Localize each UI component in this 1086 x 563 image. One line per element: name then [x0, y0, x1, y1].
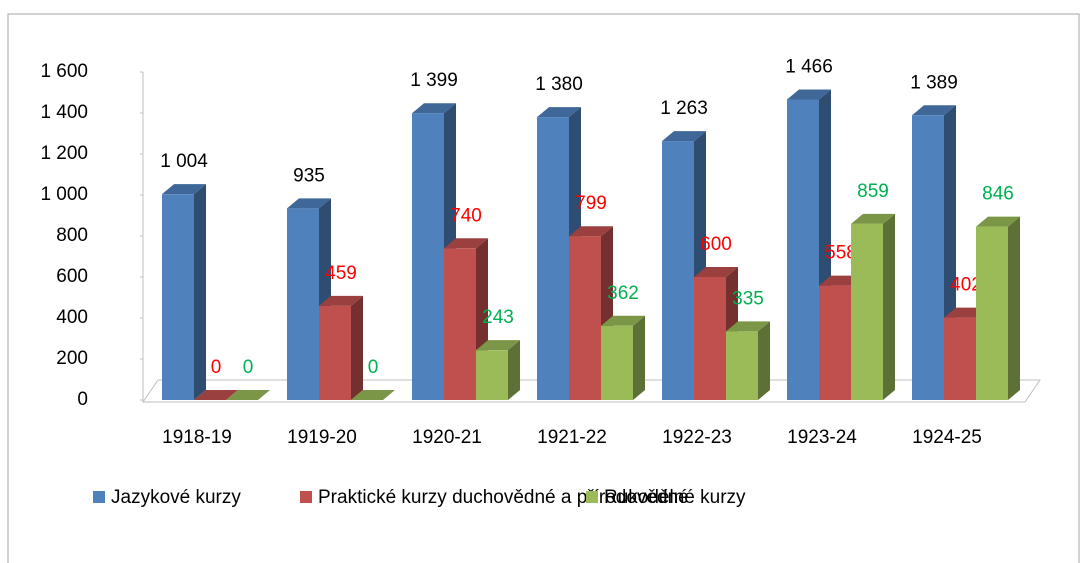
bar — [537, 117, 569, 400]
bar — [694, 277, 726, 400]
x-tick-label: 1918-19 — [162, 427, 232, 448]
bar — [601, 325, 633, 400]
bar-top — [287, 198, 331, 209]
value-label: 1 380 — [535, 74, 583, 95]
y-tick-label: 200 — [56, 348, 88, 369]
value-label: 600 — [700, 234, 732, 255]
legend-swatch — [586, 491, 598, 503]
bar-top — [662, 131, 706, 142]
y-tick-label: 600 — [56, 266, 88, 287]
bar-top — [976, 216, 1020, 227]
x-tick-label: 1920-21 — [412, 427, 482, 448]
value-label: 859 — [857, 181, 889, 202]
bar-top — [537, 107, 581, 118]
y-tick-label: 1 000 — [40, 184, 88, 205]
legend-swatch — [300, 491, 312, 503]
bar-top — [319, 295, 363, 306]
y-tick-label: 0 — [77, 389, 88, 410]
value-label: 558 — [825, 243, 857, 264]
bar — [287, 208, 319, 400]
bar-top — [476, 340, 520, 351]
x-tick-label: 1922-23 — [662, 427, 732, 448]
bar-side — [194, 184, 206, 400]
bar — [412, 113, 444, 400]
value-label: 1 466 — [785, 56, 833, 77]
value-label: 459 — [325, 263, 357, 284]
value-label: 335 — [732, 288, 764, 309]
bar-top — [787, 89, 831, 100]
legend-label: Jazykové kurzy — [111, 487, 241, 508]
value-label: 799 — [575, 193, 607, 214]
x-tick-label: 1921-22 — [537, 427, 607, 448]
y-tick-label: 1 600 — [40, 61, 88, 82]
bar-top — [694, 267, 738, 277]
bar-top — [226, 390, 270, 400]
bar — [476, 350, 508, 400]
bar-top — [412, 103, 456, 114]
bar — [819, 285, 851, 400]
bar — [912, 115, 944, 400]
bar-top — [162, 184, 206, 195]
bar-top — [444, 238, 488, 249]
value-label: 846 — [982, 184, 1014, 205]
value-label: 740 — [450, 205, 482, 226]
bar-top — [569, 226, 613, 237]
value-label: 0 — [211, 357, 222, 378]
bar — [726, 331, 758, 400]
y-tick-label: 1 200 — [40, 143, 88, 164]
value-label: 243 — [482, 307, 514, 328]
bar-side — [633, 315, 645, 400]
y-tick-label: 800 — [56, 225, 88, 246]
value-label: 1 389 — [910, 72, 958, 93]
bar-side — [758, 321, 770, 400]
legend-swatch — [93, 491, 105, 503]
value-label: 0 — [368, 357, 379, 378]
bar-top — [726, 321, 770, 332]
legend-label: Rukodělné kurzy — [604, 487, 746, 508]
y-tick-label: 400 — [56, 307, 88, 328]
bar — [944, 317, 976, 400]
value-label: 402 — [950, 275, 982, 296]
x-tick-label: 1924-25 — [912, 427, 982, 448]
value-label: 935 — [293, 165, 325, 186]
value-label: 0 — [243, 357, 254, 378]
bar-top — [351, 390, 395, 400]
bar-side — [883, 213, 895, 400]
x-tick-label: 1923-24 — [787, 427, 857, 448]
bar-side — [351, 295, 363, 400]
bar — [319, 305, 351, 400]
bar — [787, 99, 819, 400]
bar — [662, 141, 694, 400]
bar — [976, 226, 1008, 400]
value-label: 1 263 — [660, 98, 708, 119]
bar — [162, 194, 194, 400]
value-label: 1 004 — [160, 151, 208, 172]
bar — [444, 248, 476, 400]
value-label: 1 399 — [410, 70, 458, 91]
bar-side — [1008, 216, 1020, 400]
y-tick-label: 1 400 — [40, 102, 88, 123]
bar-top — [912, 105, 956, 116]
bar-top — [601, 315, 645, 326]
bar-top — [851, 213, 895, 224]
bar-side — [508, 340, 520, 400]
bar — [569, 236, 601, 400]
bar — [851, 223, 883, 400]
bar-top — [194, 390, 238, 400]
value-label: 362 — [607, 283, 639, 304]
x-tick-label: 1919-20 — [287, 427, 357, 448]
